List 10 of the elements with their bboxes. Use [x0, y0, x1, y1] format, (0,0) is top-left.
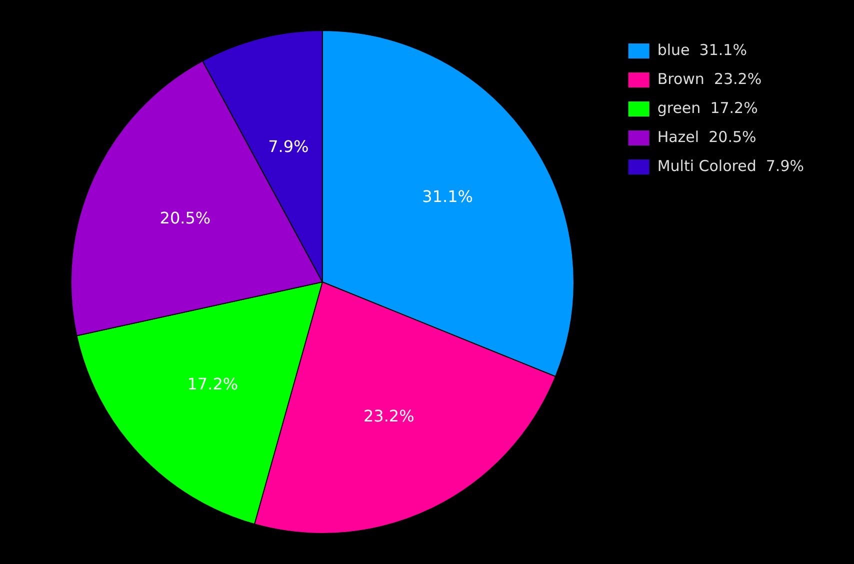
data-label: 20.5%: [160, 208, 211, 228]
legend-label: blue 31.1%: [657, 40, 747, 59]
data-label: 31.1%: [422, 186, 473, 206]
legend-label: Multi Colored 7.9%: [657, 156, 804, 175]
legend-label: Brown 23.2%: [657, 70, 762, 88]
legend-label: green 17.2%: [657, 98, 758, 117]
data-label: 23.2%: [363, 406, 414, 426]
data-label: 7.9%: [268, 137, 309, 156]
legend-label: Hazel 20.5%: [657, 128, 756, 146]
data-label: 17.2%: [187, 374, 238, 394]
